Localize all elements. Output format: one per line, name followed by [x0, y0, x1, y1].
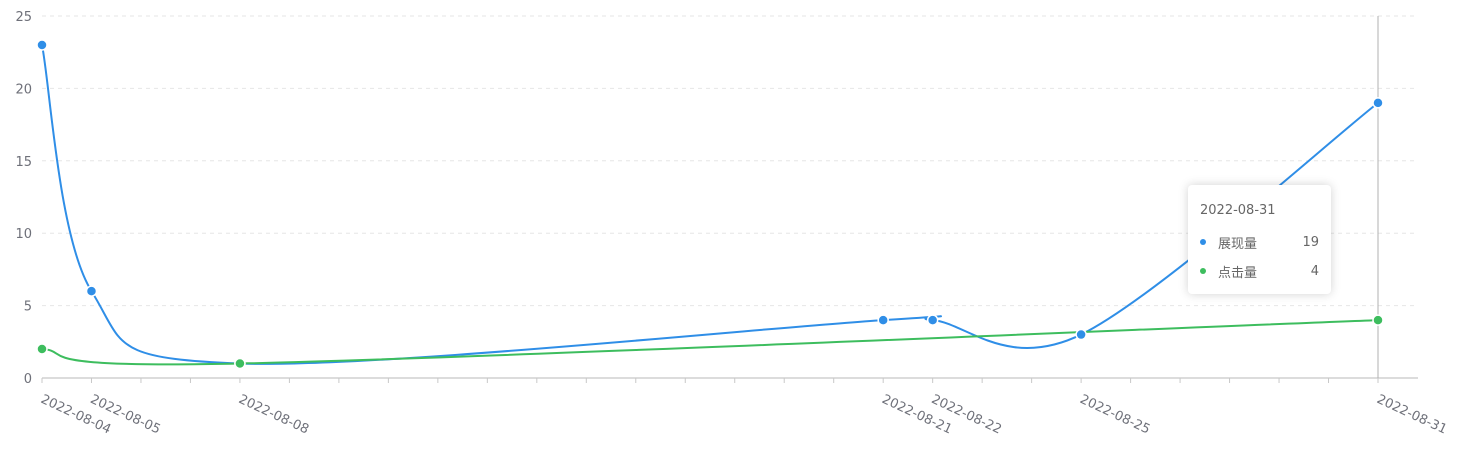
- legend-dot-icon: [1200, 239, 1206, 245]
- data-point-1: [1372, 97, 1384, 109]
- tooltip-row-impressions: 展现量 19: [1200, 233, 1319, 252]
- y-tick-label: 5: [24, 300, 32, 315]
- x-tick-label: 2022-08-25: [1077, 392, 1152, 438]
- y-tick-label: 25: [15, 10, 32, 25]
- data-point-1: [1075, 328, 1087, 341]
- y-tick-label: 0: [24, 372, 32, 387]
- tooltip-title: 2022-08-31: [1200, 203, 1276, 218]
- y-tick-label: 20: [15, 82, 32, 97]
- data-point-1: [877, 314, 889, 326]
- series-line-2: [41, 319, 1379, 366]
- tooltip-row-clicks: 点击量 4: [1200, 262, 1319, 281]
- y-axis-ticks: 0 5 10 15 20 25: [15, 10, 32, 387]
- tooltip: 2022-08-31 展现量 19 点击量 4: [1188, 185, 1331, 294]
- data-point-1: [36, 39, 48, 51]
- data-point-2: [234, 357, 246, 370]
- data-points: [36, 39, 1384, 370]
- series-lines: [41, 44, 1379, 366]
- tooltip-series-value: 19: [1302, 234, 1319, 250]
- tooltip-series-name: 展现量: [1218, 236, 1258, 252]
- data-point-2: [36, 343, 48, 355]
- data-point-1: [85, 285, 98, 297]
- y-tick-label: 10: [15, 227, 32, 242]
- tooltip-series-value: 4: [1310, 263, 1319, 279]
- data-point-1: [926, 314, 939, 326]
- y-tick-label: 15: [15, 155, 32, 170]
- x-tick-label: 2022-08-08: [236, 392, 311, 438]
- legend-dot-icon: [1200, 268, 1206, 274]
- x-axis: [41, 377, 1418, 383]
- x-tick-label: 2022-08-31: [1374, 392, 1449, 438]
- data-point-2: [1372, 314, 1384, 326]
- tooltip-series-name: 点击量: [1218, 265, 1258, 281]
- series-line-1: [41, 44, 1379, 365]
